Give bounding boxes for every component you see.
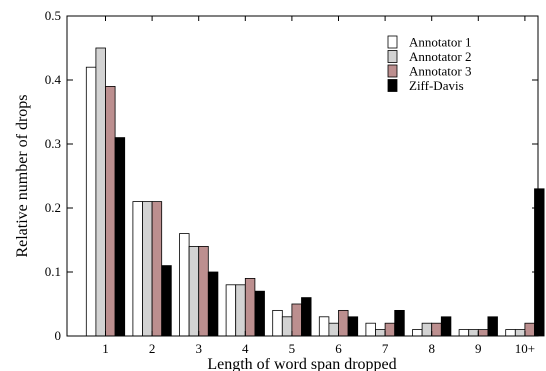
- bar-annotator-1-7: [365, 322, 376, 337]
- bar-ziff-davis-4: [254, 290, 265, 337]
- bar-annotator-3-7: [384, 322, 396, 337]
- x-axis-label: Length of word span dropped: [207, 356, 396, 371]
- bar-ziff-davis-7: [394, 309, 405, 337]
- y-axis-label: Relative number of drops: [14, 94, 31, 257]
- bar-annotator-2-5: [281, 316, 293, 337]
- bar-annotator-1-5: [272, 309, 283, 337]
- y-tick-label: 0.5: [45, 8, 61, 23]
- legend-swatch: [387, 64, 398, 78]
- bar-ziff-davis-10plus: [534, 188, 545, 337]
- x-tick-label: 1: [102, 341, 109, 356]
- bar-annotator-3-5: [291, 303, 302, 337]
- bar-ziff-davis-5: [301, 297, 312, 337]
- bar-annotator-1-1: [85, 66, 97, 337]
- bar-annotator-3-3: [198, 245, 209, 337]
- x-tick-label: 9: [475, 341, 482, 356]
- bar-annotator-2-2: [142, 201, 153, 337]
- y-tick-label: 0.3: [45, 136, 61, 151]
- x-tick-label: 10+: [515, 341, 535, 356]
- legend-label: Annotator 2: [409, 49, 471, 64]
- legend-swatch: [387, 79, 398, 92]
- bar-annotator-2-6: [328, 322, 339, 337]
- x-tick-label: 6: [335, 341, 342, 356]
- x-tick-label: 3: [195, 341, 202, 356]
- legend-swatch: [387, 50, 398, 63]
- bar-annotator-1-9: [458, 329, 470, 337]
- bar-annotator-1-6: [318, 316, 330, 337]
- y-tick-label: 0.2: [45, 200, 61, 215]
- bar-annotator-3-1: [105, 86, 116, 337]
- bar-annotator-2-1: [95, 47, 106, 337]
- bar-ziff-davis-6: [347, 316, 359, 337]
- x-tick-label: 7: [382, 341, 389, 356]
- bar-ziff-davis-2: [161, 265, 172, 337]
- y-tick-label: 0.1: [45, 264, 61, 279]
- x-axis: 1 2 3 4 5 6 7 8 9 10+: [102, 16, 535, 356]
- bar-annotator-2-10plus: [514, 329, 526, 337]
- legend-label: Ziff-Davis: [409, 78, 464, 93]
- y-axis: 0 0.1 0.2 0.3 0.4 0.5: [45, 8, 538, 343]
- legend-swatch: [387, 35, 398, 49]
- bars: [85, 47, 545, 337]
- bar-annotator-1-8: [412, 329, 423, 337]
- bar-annotator-3-2: [151, 201, 163, 337]
- bar-annotator-1-3: [179, 233, 190, 337]
- y-tick-label: 0.4: [45, 72, 62, 87]
- bar-ziff-davis-3: [207, 271, 219, 337]
- x-tick-label: 8: [428, 341, 435, 356]
- x-tick-label: 4: [242, 341, 249, 356]
- bar-annotator-3-4: [244, 277, 256, 337]
- bar-annotator-2-3: [188, 245, 200, 337]
- bar-annotator-1-2: [132, 201, 143, 337]
- bar-annotator-2-9: [468, 329, 479, 337]
- bar-ziff-davis-8: [440, 316, 452, 337]
- bar-annotator-2-7: [375, 329, 386, 337]
- legend-label: Annotator 3: [409, 64, 471, 79]
- bar-annotator-1-4: [225, 284, 237, 337]
- x-tick-label: 2: [149, 341, 156, 356]
- bar-annotator-2-4: [235, 284, 246, 337]
- bar-annotator-3-8: [431, 322, 442, 337]
- bar-ziff-davis-9: [487, 316, 498, 337]
- x-tick-label: 5: [289, 341, 296, 356]
- plot-frame: [66, 15, 539, 337]
- bar-annotator-3-9: [477, 329, 489, 337]
- legend-label: Annotator 1: [409, 35, 471, 50]
- bar-annotator-2-8: [421, 322, 433, 337]
- bar-ziff-davis-1: [114, 137, 126, 337]
- bar-annotator-3-6: [338, 309, 349, 337]
- y-tick-label: 0: [55, 328, 62, 343]
- bar-annotator-3-10plus: [524, 322, 535, 337]
- bar-annotator-1-10plus: [505, 329, 516, 337]
